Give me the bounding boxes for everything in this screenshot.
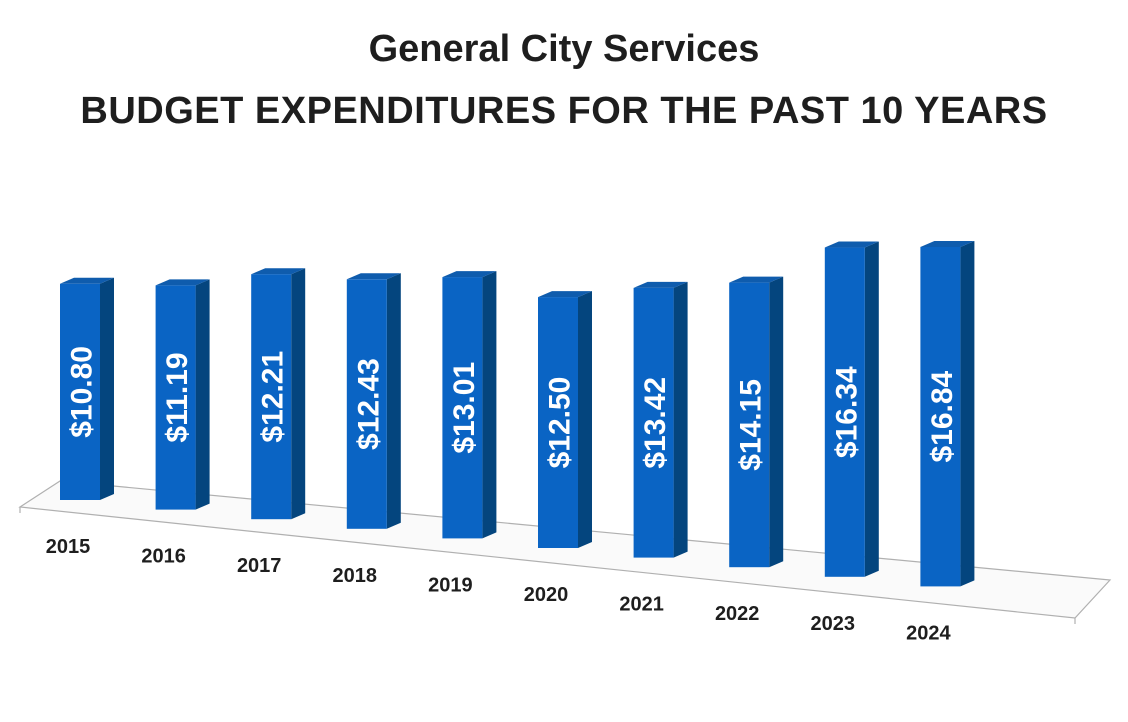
bar-side	[578, 291, 592, 548]
bar-side	[864, 241, 879, 577]
year-label: 2021	[619, 594, 664, 616]
chart-subtitle: BUDGET EXPENDITURES FOR THE PAST 10 YEAR…	[80, 90, 1048, 132]
bar-2023: $16.34	[824, 241, 879, 577]
bar-top	[442, 271, 497, 278]
bar-side	[482, 271, 497, 539]
year-label: 2019	[428, 574, 473, 596]
bar-front	[442, 277, 483, 539]
bar-side	[673, 281, 688, 558]
bar-value-label: $12.50	[544, 377, 577, 469]
bar-front	[729, 282, 770, 568]
bar-front	[346, 279, 387, 529]
bar-front	[824, 247, 865, 577]
bar-top	[538, 291, 592, 298]
bar-side	[291, 268, 306, 520]
bar-top	[729, 276, 784, 283]
year-label: 2023	[811, 613, 856, 635]
bar-value-label: $12.43	[352, 358, 385, 450]
bar-2022: $14.15	[729, 276, 784, 568]
year-labels: 2015 2016 2017 2018 2019 2020 2021 2022 2023 2024	[46, 536, 952, 644]
bar-2024: $16.84	[920, 240, 975, 587]
bar-2017: $12.21	[251, 268, 306, 520]
bar-value-label: $16.84	[926, 370, 959, 462]
bar-front	[920, 246, 961, 587]
year-label: 2017	[237, 555, 282, 577]
bar-value-label: $12.21	[257, 351, 290, 443]
bar-side	[960, 240, 975, 587]
bar-value-label: $10.80	[66, 346, 99, 438]
bar-value-label: $13.42	[639, 377, 672, 469]
bar-value-label: $13.01	[448, 362, 481, 454]
bar-front	[251, 274, 292, 520]
bar-2019: $13.01	[442, 271, 497, 539]
bar-2016: $11.19	[155, 279, 210, 510]
bar-2018: $12.43	[346, 273, 401, 529]
bar-2020: $12.50	[538, 291, 592, 548]
bar-front	[60, 283, 100, 500]
year-label: 2018	[333, 565, 378, 587]
bar-front	[633, 287, 674, 558]
bar-top	[824, 241, 879, 248]
chart-title: General City Services	[368, 28, 760, 70]
bar-top	[251, 268, 306, 275]
year-label: 2015	[46, 536, 91, 558]
bar-top	[60, 277, 114, 284]
bar-top	[346, 273, 401, 280]
bar-front	[538, 297, 578, 548]
bar-value-label: $14.15	[735, 379, 768, 471]
bar-side	[100, 277, 114, 500]
bar-2021: $13.42	[633, 281, 688, 558]
bar-top	[633, 281, 688, 288]
bar-top	[155, 279, 210, 286]
year-label: 2016	[141, 546, 186, 568]
bar-value-label: $16.34	[830, 366, 863, 458]
bar-side	[769, 276, 784, 568]
bar-front	[155, 285, 196, 510]
bar-2015: $10.80	[60, 277, 114, 500]
bar-value-label: $11.19	[161, 352, 194, 442]
bar-side	[386, 273, 401, 529]
year-label: 2022	[715, 603, 760, 625]
year-label: 2020	[524, 584, 569, 606]
year-label: 2024	[906, 622, 951, 644]
bar-side	[195, 279, 210, 510]
bars-group: $10.80 $11.19 $12.21 $12.43 $13.01 $12.50 $13.…	[60, 240, 975, 587]
bar-top	[920, 240, 975, 247]
